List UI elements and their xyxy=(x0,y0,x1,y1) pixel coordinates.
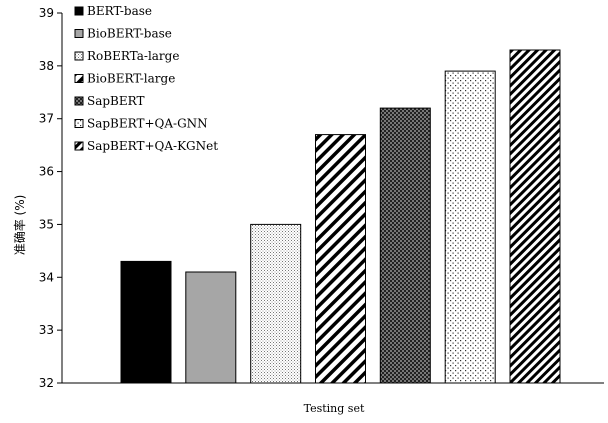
legend-swatch xyxy=(74,74,84,83)
legend-label: BioBERT-base xyxy=(87,27,172,41)
legend-swatch xyxy=(74,51,84,61)
y-tick-label: 32 xyxy=(39,376,54,390)
legend-swatch xyxy=(74,119,84,128)
legend-label: BioBERT-large xyxy=(87,72,175,86)
y-tick-label: 35 xyxy=(39,217,54,231)
bar-biobert-base xyxy=(185,271,237,384)
legend-label: SapBERT+QA-KGNet xyxy=(87,139,218,153)
y-tick-label: 34 xyxy=(39,270,54,284)
legend-label: BERT-base xyxy=(87,4,152,18)
y-tick-label: 36 xyxy=(39,165,54,179)
legend-label: RoBERTa-large xyxy=(87,49,179,63)
y-axis: 32 33 34 35 36 37 38 39 xyxy=(39,6,62,390)
bar-biobert-large xyxy=(315,134,366,384)
legend-label: SapBERT+QA-GNN xyxy=(87,117,208,131)
legend-label: SapBERT xyxy=(87,94,144,108)
legend-swatch xyxy=(74,96,84,106)
bar-sapbert-qa-kgnet xyxy=(509,49,561,384)
bar-sapbert xyxy=(379,107,431,384)
bar-bert-base xyxy=(120,260,172,384)
legend-swatch xyxy=(74,6,84,16)
legend-swatch xyxy=(74,141,84,151)
y-axis-title: 准确率 (%) xyxy=(12,195,27,256)
x-axis-title: Testing set xyxy=(304,402,365,415)
y-tick-label: 33 xyxy=(39,323,54,337)
bar-roberta-large xyxy=(250,223,302,384)
legend-swatch xyxy=(74,29,84,38)
legend: BERT-base BioBERT-base RoBERTa-large BioBER… xyxy=(74,4,218,153)
y-tick-label: 37 xyxy=(39,112,54,126)
bar-sapbert-qa-gnn xyxy=(444,70,496,384)
y-tick-label: 39 xyxy=(39,6,54,20)
bars xyxy=(120,49,561,384)
y-tick-label: 38 xyxy=(39,59,54,73)
